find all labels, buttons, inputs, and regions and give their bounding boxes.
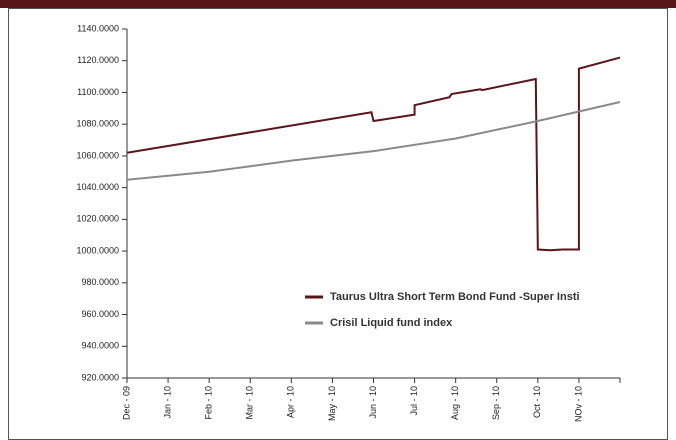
y-tick-label: 960.0000 [81, 309, 119, 319]
y-tick-label: 1120.0000 [77, 55, 119, 65]
x-tick-label: Mar - 10 [245, 386, 255, 420]
y-tick-label: 1040.0000 [76, 182, 119, 192]
y-tick-label: 1020.0000 [76, 214, 119, 224]
x-tick-label: Jan - 10 [162, 386, 172, 419]
series-line [126, 56, 621, 252]
x-tick-label: NOv - 10 [573, 386, 583, 422]
x-tick-label: May - 10 [327, 386, 337, 421]
legend-label: Crisil Liquid fund index [330, 317, 453, 329]
y-tick-label: 1140.0000 [77, 23, 119, 33]
x-tick-label: Dec - 09 [121, 386, 131, 420]
series-line [126, 100, 621, 181]
y-tick-label: 980.0000 [81, 277, 119, 287]
y-tick-label: 1100.0000 [77, 87, 119, 97]
x-tick-label: Apr - 10 [286, 386, 296, 418]
y-tick-label: 1060.0000 [76, 150, 119, 160]
y-tick-label: 1000.0000 [76, 245, 119, 255]
x-tick-label: Jun - 10 [368, 386, 378, 419]
x-tick-label: Aug - 10 [450, 386, 460, 420]
x-tick-label: Feb - 10 [204, 386, 214, 420]
y-tick-label: 940.0000 [81, 341, 119, 351]
x-tick-label: Sep - 10 [491, 386, 501, 420]
y-tick-label: 920.0000 [81, 372, 119, 382]
x-tick-label: Oct - 10 [532, 386, 542, 418]
legend-label: Taurus Ultra Short Term Bond Fund -Super… [330, 291, 580, 303]
y-tick-label: 1080.0000 [76, 119, 119, 129]
top-band [0, 0, 676, 8]
x-tick-label: Jul - 10 [409, 386, 419, 416]
